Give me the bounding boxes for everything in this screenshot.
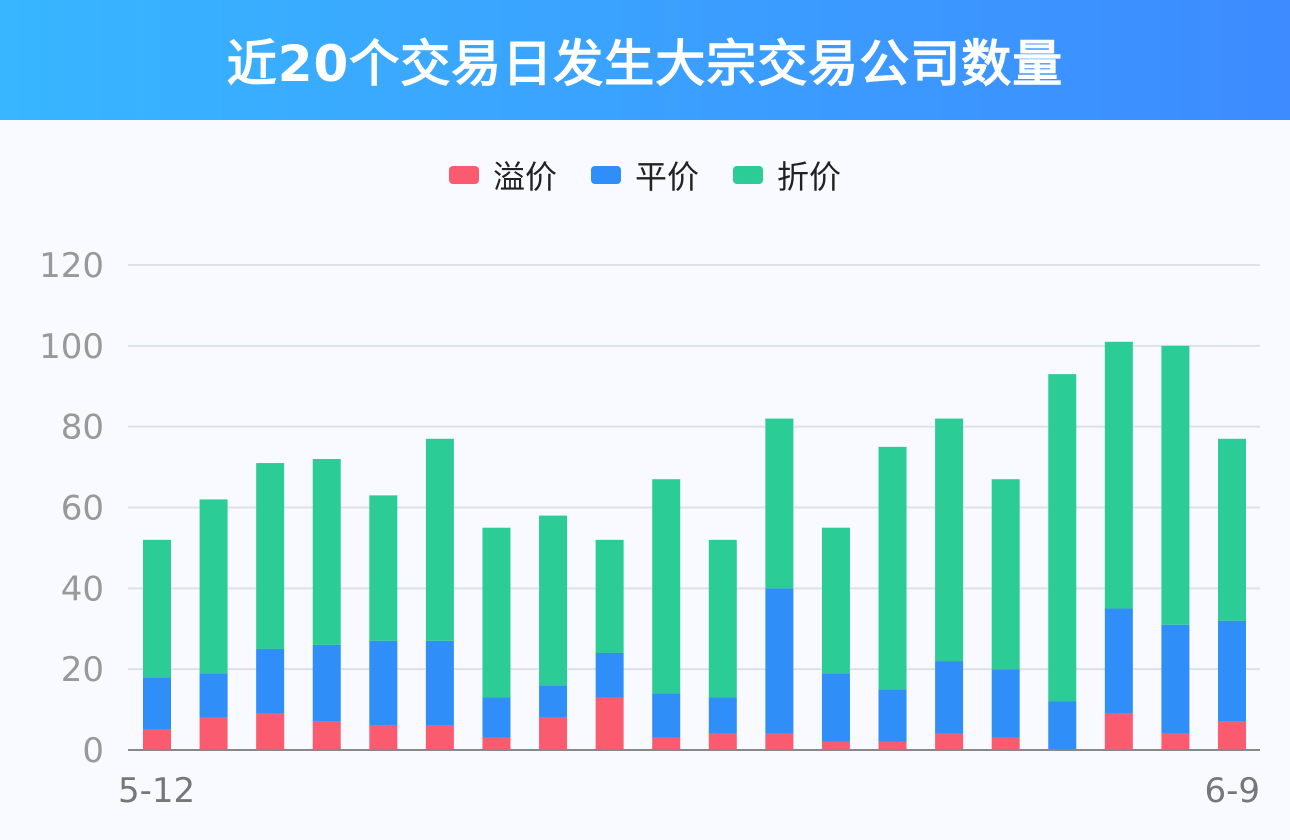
bar-segment-discount bbox=[312, 459, 341, 645]
bar-segment-par bbox=[708, 697, 737, 734]
y-tick-label: 40 bbox=[61, 569, 104, 609]
bar-segment-discount bbox=[821, 527, 850, 674]
bar-segment-premium bbox=[1161, 733, 1190, 750]
bar-segment-discount bbox=[1104, 341, 1133, 609]
x-tick-label-end: 6-9 bbox=[1204, 771, 1260, 811]
bar-segment-discount bbox=[369, 495, 398, 641]
y-tick-label: 100 bbox=[39, 327, 104, 367]
y-tick-label: 80 bbox=[61, 408, 104, 448]
legend-item-discount[interactable]: 折价 bbox=[733, 152, 841, 198]
legend-label-par: 平价 bbox=[634, 158, 699, 196]
bar-segment-par bbox=[935, 661, 964, 734]
bar-segment-par bbox=[539, 685, 568, 718]
bar-segment-premium bbox=[595, 697, 624, 750]
bar-segment-premium bbox=[369, 725, 398, 750]
bar-segment-discount bbox=[708, 539, 737, 698]
chart-title: 近20个交易日发生大宗交易公司数量 bbox=[226, 35, 1064, 93]
bar-segment-premium bbox=[765, 733, 794, 750]
bar-segment-discount bbox=[199, 499, 228, 674]
bar-segment-par bbox=[312, 644, 341, 722]
bar-segment-par bbox=[1218, 620, 1246, 722]
bar-segment-premium bbox=[708, 733, 737, 750]
bar-segment-par bbox=[482, 697, 511, 738]
bar-segment-premium bbox=[652, 737, 681, 750]
legend-swatch-par bbox=[590, 166, 621, 184]
bar-segment-discount bbox=[256, 463, 285, 649]
bar-segment-discount bbox=[482, 527, 511, 698]
bar-segment-premium bbox=[199, 717, 228, 750]
bar-segment-discount bbox=[1161, 345, 1190, 625]
bar-segment-par bbox=[1104, 608, 1133, 714]
bar-segment-discount bbox=[425, 438, 454, 641]
bar-segment-discount bbox=[1218, 438, 1246, 621]
chart-header: 近20个交易日发生大宗交易公司数量 bbox=[0, 0, 1290, 120]
legend-swatch-discount bbox=[733, 166, 763, 184]
bar-segment-premium bbox=[878, 741, 907, 750]
x-tick-label-start: 5-12 bbox=[118, 771, 195, 811]
bar-segment-discount bbox=[539, 515, 568, 686]
bar-segment-discount bbox=[1048, 374, 1077, 702]
bar-segment-par bbox=[878, 689, 907, 742]
bar-segment-premium bbox=[1104, 713, 1133, 750]
bar-segment-premium bbox=[425, 725, 454, 750]
bar-segment-discount bbox=[765, 418, 794, 589]
bar-segment-premium bbox=[143, 729, 171, 750]
legend-label-premium: 溢价 bbox=[492, 158, 557, 196]
bar-segment-par bbox=[595, 653, 624, 698]
bar-segment-discount bbox=[878, 446, 907, 690]
legend-item-premium[interactable]: 溢价 bbox=[448, 152, 557, 198]
bar-segment-par bbox=[821, 673, 850, 742]
bar-segment-premium bbox=[482, 737, 511, 750]
bar-segment-par bbox=[143, 677, 171, 730]
bar-segment-discount bbox=[595, 539, 624, 653]
y-tick-label: 0 bbox=[82, 731, 104, 771]
bar-segment-par bbox=[256, 648, 285, 714]
legend-item-par[interactable]: 平价 bbox=[590, 152, 699, 198]
legend-label-discount: 折价 bbox=[777, 158, 842, 196]
bar-segment-premium bbox=[1218, 721, 1246, 750]
bar-segment-premium bbox=[991, 737, 1020, 750]
bar-segment-discount bbox=[143, 539, 171, 678]
bar-segment-par bbox=[765, 588, 794, 734]
y-tick-label: 20 bbox=[61, 650, 104, 690]
bar-segment-par bbox=[652, 693, 681, 738]
bar-segment-par bbox=[1048, 701, 1077, 750]
bar-segment-discount bbox=[991, 479, 1020, 670]
y-tick-label: 60 bbox=[61, 489, 104, 529]
bar-segment-premium bbox=[312, 721, 341, 750]
bar-segment-par bbox=[199, 673, 228, 718]
bar-segment-premium bbox=[539, 717, 568, 750]
bar-segment-premium bbox=[821, 741, 850, 750]
bar-segment-par bbox=[1161, 624, 1190, 734]
bar-segment-premium bbox=[935, 733, 964, 750]
legend-swatch-premium bbox=[448, 166, 479, 184]
bar-segment-discount bbox=[935, 418, 964, 662]
bar-segment-premium bbox=[256, 713, 285, 750]
bar-segment-par bbox=[425, 640, 454, 726]
bar-segment-discount bbox=[652, 479, 681, 694]
y-tick-label: 120 bbox=[39, 246, 104, 286]
bar-segment-par bbox=[369, 640, 398, 726]
bar-segment-par bbox=[991, 669, 1020, 738]
chart-legend: 溢价 平价 折价 bbox=[0, 152, 1290, 198]
